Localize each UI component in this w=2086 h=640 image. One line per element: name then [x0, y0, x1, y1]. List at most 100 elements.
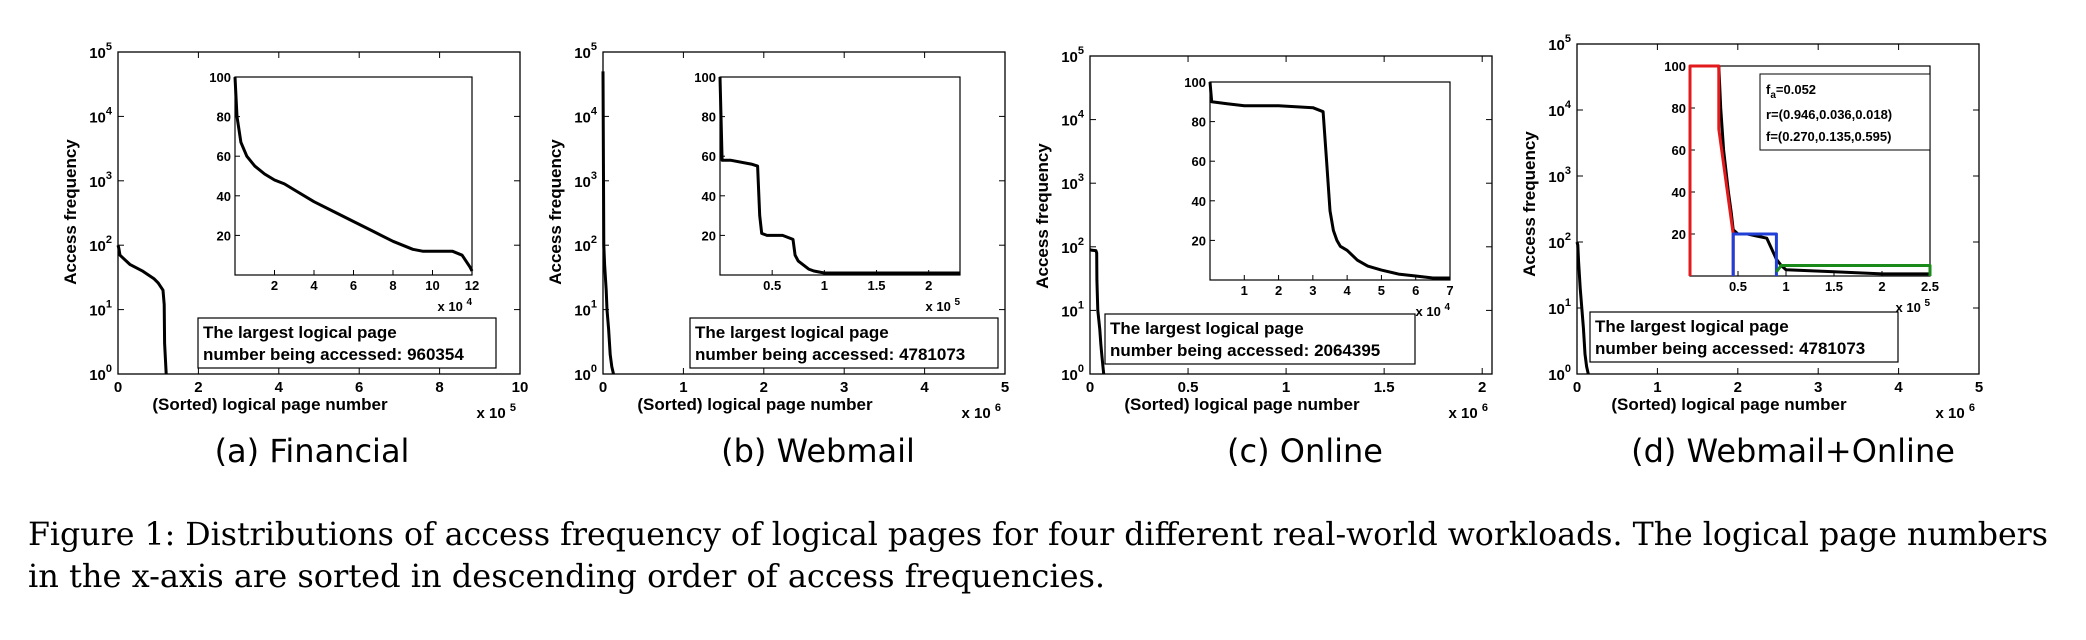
- y-tick-label: 103: [1548, 165, 1571, 186]
- series-line-1: [601, 71, 615, 375]
- inset-x-tick-label: 1: [1241, 283, 1248, 298]
- inset-x-tick-label: 7: [1446, 283, 1453, 298]
- x-tick-label: 5: [1001, 379, 1009, 396]
- inset-x-tick-label: 0.5: [1729, 279, 1747, 294]
- inset-plot: 20 40 60 80 100 0.5 1 1.5 2 2.5 x 10 5 fa=0.052 r=(0…: [1664, 59, 1939, 315]
- fa-subscript: a: [1770, 90, 1776, 101]
- inset-frame: [1209, 81, 1451, 281]
- x-tick-label: 8: [435, 379, 443, 396]
- annotation-box: [1104, 313, 1416, 365]
- x-multiplier-base: x 10: [477, 405, 510, 422]
- x-tick-label: 2: [1478, 379, 1486, 396]
- y-tick-label: 105: [89, 41, 112, 62]
- y-tick-label: 101: [1548, 297, 1571, 318]
- tick-exponent: 3: [106, 170, 112, 182]
- tick-exponent: 2: [106, 234, 112, 246]
- inset-legend-r: r=(0.946,0.036,0.018): [1766, 107, 1892, 122]
- tick-base: 10: [1061, 113, 1078, 130]
- tick-base: 10: [1061, 49, 1078, 66]
- x-tick-label: 3: [1814, 379, 1822, 396]
- inset-x-tick-label: 2: [925, 278, 932, 293]
- inset-x-tick-label: 4: [310, 278, 318, 293]
- figure-caption-line-1: Figure 1: Distributions of access freque…: [28, 515, 2048, 553]
- y-tick-label: 103: [89, 170, 112, 191]
- x-tick-label: 3: [840, 379, 848, 396]
- y-tick-label: 104: [1548, 99, 1572, 120]
- tick-base: 10: [574, 45, 591, 62]
- tick-base: 10: [1548, 103, 1565, 120]
- y-tick-label: 101: [1061, 299, 1084, 320]
- inset-x-multiplier-exp: 5: [954, 297, 960, 308]
- inset-y-tick-label: 20: [1192, 233, 1206, 248]
- inset-x-tick-label: 6: [350, 278, 357, 293]
- plot-frame: [1089, 55, 1493, 375]
- annotation-line-2: number being accessed: 2064395: [1110, 341, 1380, 360]
- y-tick-label: 104: [574, 105, 598, 126]
- tick-exponent: 5: [1565, 33, 1571, 45]
- x-tick-label: 0: [1573, 379, 1581, 396]
- inset-y-tick-label: 100: [1184, 75, 1206, 90]
- tick-base: 10: [1548, 235, 1565, 252]
- tick-base: 10: [574, 367, 591, 384]
- x-tick-label: 2: [760, 379, 768, 396]
- plot-frame: [1576, 43, 1980, 375]
- x-tick-label: 1: [679, 379, 687, 396]
- tick-base: 10: [574, 109, 591, 126]
- x-tick-label: 1.5: [1374, 379, 1395, 396]
- x-multiplier-exp: 5: [510, 402, 516, 414]
- tick-exponent: 1: [1565, 297, 1571, 309]
- tick-exponent: 0: [1565, 363, 1571, 375]
- annotation-line-1: The largest logical page: [1595, 317, 1789, 336]
- inset-y-tick-label: 60: [217, 149, 231, 164]
- annotation-line-1: The largest logical page: [1110, 319, 1304, 338]
- inset-y-tick-label: 80: [1672, 101, 1686, 116]
- inset-series-line-3: [1731, 232, 1778, 276]
- inset-x-tick-label: 2: [1275, 283, 1282, 298]
- x-tick-label: 0: [1086, 379, 1094, 396]
- inset-x-multiplier-base: x 10: [926, 299, 955, 314]
- inset-legend-f: f=(0.270,0.135,0.595): [1766, 129, 1891, 144]
- inset-y-tick-label: 80: [217, 110, 231, 125]
- x-axis-label: (Sorted) logical page number: [637, 395, 873, 414]
- x-tick-label: 0: [114, 379, 122, 396]
- y-tick-label: 103: [574, 170, 597, 191]
- tick-exponent: 5: [591, 41, 597, 53]
- inset-x-tick-label: 0.5: [763, 278, 781, 293]
- annotation-line-1: The largest logical page: [695, 323, 889, 342]
- plot-frame: [117, 51, 521, 375]
- series-line-1: [116, 244, 168, 375]
- y-tick-label: 100: [574, 363, 597, 384]
- annotation-line-2: number being accessed: 4781073: [695, 345, 965, 364]
- x-tick-label: 5: [1975, 379, 1983, 396]
- x-tick-label: 0: [599, 379, 607, 396]
- y-tick-label: 102: [1061, 236, 1084, 257]
- tick-exponent: 4: [1078, 109, 1085, 121]
- inset-frame: [719, 76, 961, 276]
- tick-exponent: 2: [1078, 236, 1084, 248]
- inset-x-tick-label: 1: [821, 278, 828, 293]
- tick-exponent: 1: [1078, 299, 1084, 311]
- tick-base: 10: [1548, 37, 1565, 54]
- x-multiplier: x 10 6: [962, 402, 1002, 422]
- tick-base: 10: [89, 109, 106, 126]
- inset-x-multiplier-exp: 4: [466, 297, 472, 308]
- annotation-box: [689, 317, 999, 369]
- x-tick-label: 1: [1282, 379, 1290, 396]
- inset-y-tick-label: 40: [217, 189, 231, 204]
- inset-series-line-1: [233, 76, 474, 272]
- inset-y-tick-label: 60: [702, 149, 716, 164]
- figure-caption-line-2: in the x-axis are sorted in descending o…: [28, 557, 1105, 595]
- y-tick-label: 103: [1061, 172, 1084, 193]
- inset-y-tick-label: 100: [694, 70, 716, 85]
- inset-x-tick-label: 1.5: [1825, 279, 1843, 294]
- x-multiplier: x 10 5: [477, 402, 517, 422]
- y-axis-label: Access frequency: [546, 139, 565, 285]
- tick-exponent: 0: [106, 363, 112, 375]
- inset-legend-fa: fa=0.052: [1766, 82, 1816, 101]
- inset-legend-box: [1759, 73, 1931, 151]
- tick-base: 10: [1061, 303, 1078, 320]
- inset-y-tick-label: 40: [1192, 194, 1206, 209]
